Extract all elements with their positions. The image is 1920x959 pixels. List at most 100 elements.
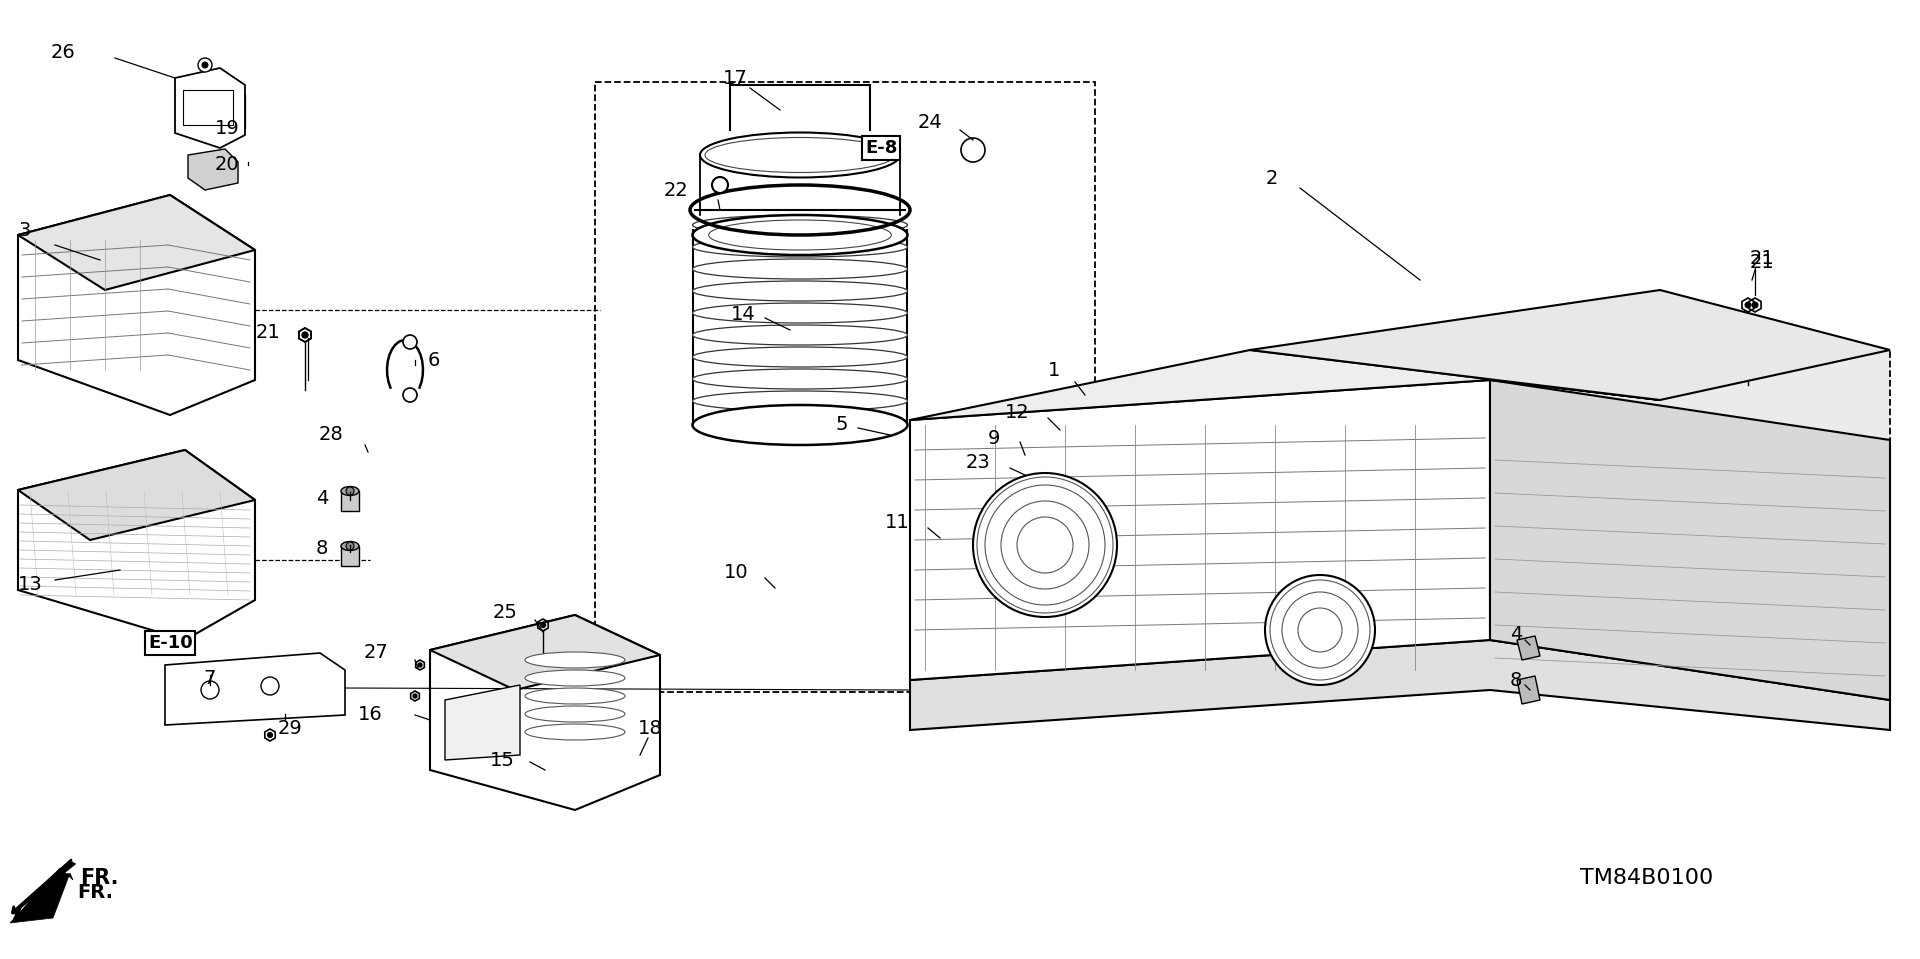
Circle shape bbox=[541, 622, 545, 627]
Text: 8: 8 bbox=[1509, 670, 1523, 690]
Polygon shape bbox=[910, 350, 1661, 420]
Text: 6: 6 bbox=[428, 350, 440, 369]
Ellipse shape bbox=[693, 413, 908, 433]
Circle shape bbox=[962, 138, 985, 162]
Ellipse shape bbox=[524, 652, 626, 668]
Text: 14: 14 bbox=[732, 306, 756, 324]
Ellipse shape bbox=[693, 391, 908, 411]
Polygon shape bbox=[188, 149, 238, 190]
Text: TM84B0100: TM84B0100 bbox=[1580, 868, 1713, 888]
Text: FR.: FR. bbox=[81, 868, 119, 888]
Text: 11: 11 bbox=[885, 512, 910, 531]
Bar bbox=[595, 82, 1094, 692]
Polygon shape bbox=[430, 615, 660, 810]
Polygon shape bbox=[17, 450, 255, 640]
Text: 18: 18 bbox=[637, 718, 662, 737]
Polygon shape bbox=[17, 195, 255, 290]
Text: 5: 5 bbox=[835, 415, 849, 434]
Ellipse shape bbox=[524, 724, 626, 740]
Circle shape bbox=[1753, 302, 1759, 308]
Circle shape bbox=[403, 388, 417, 402]
Polygon shape bbox=[910, 380, 1490, 680]
Text: 16: 16 bbox=[359, 706, 382, 724]
Circle shape bbox=[419, 663, 422, 667]
Polygon shape bbox=[1517, 636, 1540, 660]
Polygon shape bbox=[342, 491, 359, 511]
Ellipse shape bbox=[693, 215, 908, 255]
Text: 21: 21 bbox=[1749, 248, 1774, 268]
Circle shape bbox=[346, 542, 353, 550]
Ellipse shape bbox=[342, 486, 359, 496]
Ellipse shape bbox=[693, 215, 908, 235]
Circle shape bbox=[202, 62, 207, 68]
Text: 21: 21 bbox=[255, 322, 280, 341]
Polygon shape bbox=[342, 546, 359, 566]
Circle shape bbox=[712, 177, 728, 193]
Ellipse shape bbox=[693, 325, 908, 345]
Text: 26: 26 bbox=[50, 42, 75, 61]
Polygon shape bbox=[910, 640, 1889, 730]
Polygon shape bbox=[1250, 350, 1889, 700]
Circle shape bbox=[198, 58, 211, 72]
Text: 2: 2 bbox=[1265, 169, 1279, 188]
Bar bbox=[182, 90, 232, 125]
Circle shape bbox=[403, 335, 417, 349]
Text: 3: 3 bbox=[17, 221, 31, 240]
Text: 22: 22 bbox=[662, 180, 687, 199]
Text: 20: 20 bbox=[215, 155, 240, 175]
Circle shape bbox=[267, 733, 273, 737]
Polygon shape bbox=[10, 868, 73, 923]
Text: 19: 19 bbox=[215, 119, 240, 137]
Circle shape bbox=[261, 677, 278, 695]
Polygon shape bbox=[165, 653, 346, 725]
Text: 10: 10 bbox=[724, 563, 749, 581]
Ellipse shape bbox=[701, 132, 900, 177]
Ellipse shape bbox=[524, 706, 626, 722]
Ellipse shape bbox=[693, 405, 908, 445]
Polygon shape bbox=[430, 615, 660, 690]
Polygon shape bbox=[445, 685, 520, 760]
Text: 27: 27 bbox=[363, 643, 388, 662]
Text: 21: 21 bbox=[1749, 252, 1774, 271]
Circle shape bbox=[1745, 302, 1751, 308]
Circle shape bbox=[301, 332, 307, 338]
Text: 1: 1 bbox=[1048, 361, 1060, 380]
Circle shape bbox=[202, 681, 219, 699]
Text: 7: 7 bbox=[204, 668, 215, 688]
Text: 28: 28 bbox=[319, 426, 344, 445]
Text: 13: 13 bbox=[17, 575, 42, 595]
Polygon shape bbox=[17, 195, 255, 415]
Polygon shape bbox=[1250, 290, 1889, 400]
Text: 17: 17 bbox=[724, 68, 749, 87]
Ellipse shape bbox=[342, 542, 359, 550]
Ellipse shape bbox=[693, 347, 908, 367]
Text: 4: 4 bbox=[1509, 625, 1523, 644]
Text: 24: 24 bbox=[918, 112, 943, 131]
Circle shape bbox=[1265, 575, 1375, 685]
Text: 25: 25 bbox=[493, 602, 518, 621]
Text: E-8: E-8 bbox=[866, 139, 897, 157]
Text: 9: 9 bbox=[987, 429, 1000, 448]
Ellipse shape bbox=[693, 259, 908, 279]
Polygon shape bbox=[1517, 676, 1540, 704]
Polygon shape bbox=[175, 68, 246, 148]
Polygon shape bbox=[1490, 380, 1889, 700]
Circle shape bbox=[973, 473, 1117, 617]
Text: 4: 4 bbox=[315, 488, 328, 507]
Circle shape bbox=[413, 694, 417, 698]
Ellipse shape bbox=[693, 369, 908, 389]
Text: 29: 29 bbox=[278, 718, 303, 737]
Circle shape bbox=[301, 332, 307, 338]
Circle shape bbox=[346, 487, 353, 495]
Text: 12: 12 bbox=[1006, 403, 1029, 422]
Text: 8: 8 bbox=[315, 539, 328, 557]
Text: FR.: FR. bbox=[77, 883, 113, 902]
Text: 15: 15 bbox=[490, 751, 515, 769]
Text: 23: 23 bbox=[966, 453, 991, 472]
Polygon shape bbox=[17, 450, 255, 540]
Ellipse shape bbox=[693, 303, 908, 323]
Ellipse shape bbox=[524, 670, 626, 686]
Text: E-10: E-10 bbox=[148, 634, 192, 652]
Ellipse shape bbox=[693, 281, 908, 301]
Ellipse shape bbox=[705, 137, 895, 173]
